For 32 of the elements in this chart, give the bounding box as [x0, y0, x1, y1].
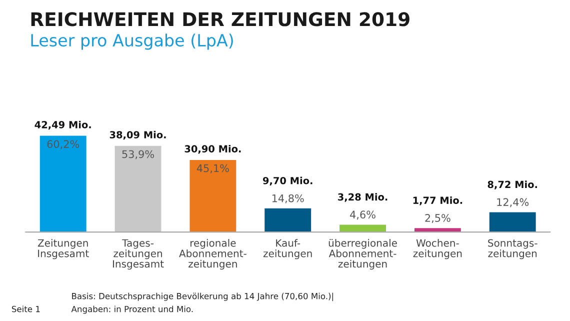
x-tick-label: regionale Abonnement- zeitungen — [179, 239, 246, 270]
bar — [489, 212, 536, 232]
chart-subtitle: Leser pro Ausgabe (LpA) — [31, 34, 233, 50]
chart-title: REICHWEITEN DER ZEITUNGEN 2019 — [31, 12, 410, 26]
annotation: 42,49 Mio. — [34, 120, 91, 130]
data-label: 12,4% — [497, 198, 529, 208]
bar — [40, 136, 86, 232]
bar — [114, 146, 162, 232]
data-label: 53,9% — [122, 150, 154, 160]
data-label: 2,5% — [425, 214, 450, 223]
annotation: 3,28 Mio. — [338, 193, 388, 202]
data-label: 45,1% — [196, 164, 229, 174]
text: Seite 1 — [12, 306, 40, 312]
x-tick-label: Kauf- zeitungen — [263, 239, 312, 260]
x-tick-label: Sonntags- zeitungen — [488, 239, 538, 260]
annotation: 38,09 Mio. — [110, 130, 166, 140]
annotation: 30,90 Mio. — [184, 144, 241, 154]
data-label: 14,8% — [272, 194, 304, 204]
x-tick-label: Tages- zeitungen Insgesamt — [113, 239, 164, 270]
bar — [340, 224, 386, 232]
data-label: 4,6% — [350, 210, 376, 220]
text: Angaben: in Prozent und Mio. — [71, 306, 193, 314]
x-tick-label: Zeitungen Insgesamt — [38, 239, 89, 260]
bar — [190, 160, 236, 232]
x-tick-label: Wochen- zeitungen — [413, 239, 462, 260]
annotation: 9,70 Mio. — [262, 176, 312, 186]
annotation: 8,72 Mio. — [488, 180, 537, 190]
text: Basis: Deutschsprachige Bevölkerung ab 14 Jahre (70,60 Mio.)| — [72, 292, 334, 302]
annotation: 1,77 Mio. — [413, 196, 462, 206]
bar — [264, 208, 312, 232]
x-tick-label: überregionale Abonnement- zeitungen — [328, 239, 397, 270]
data-label: 60,2% — [47, 140, 80, 150]
